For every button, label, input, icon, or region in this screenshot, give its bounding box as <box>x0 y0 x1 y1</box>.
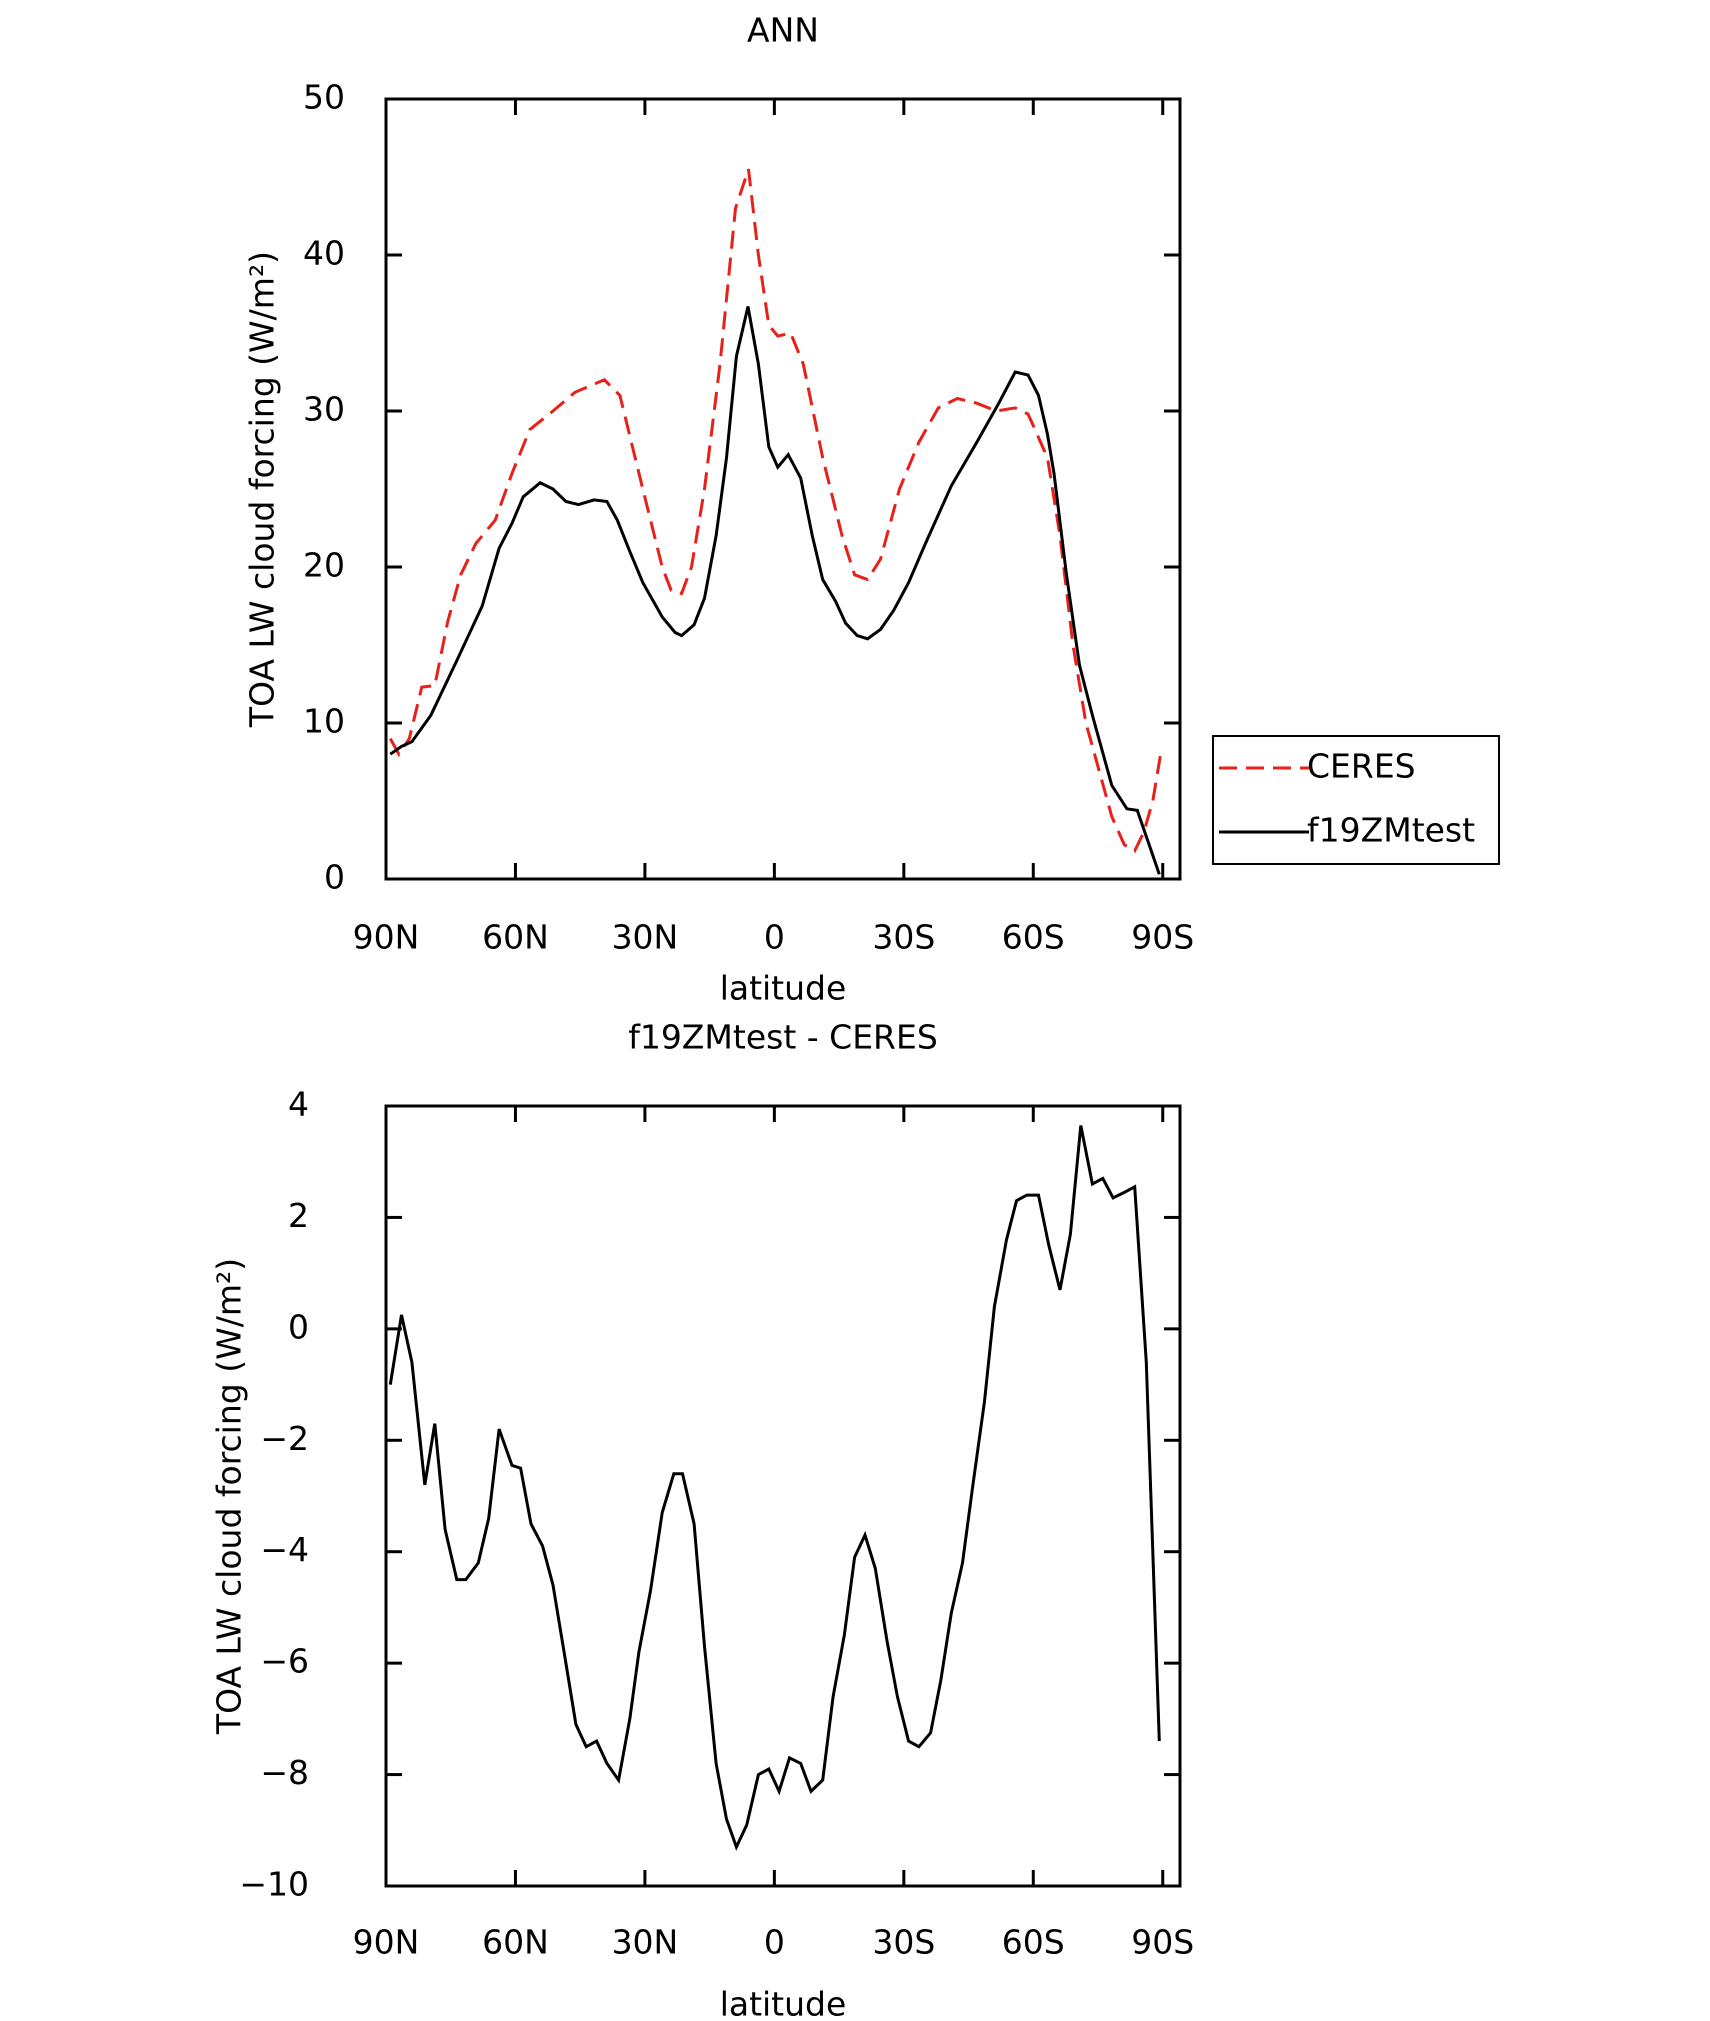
x-tick-label: 30N <box>612 918 679 957</box>
y-tick-label: 2 <box>288 1196 309 1235</box>
plot-frame <box>384 1104 1182 1888</box>
legend-label: f19ZMtest <box>1307 811 1475 850</box>
y-tick-label: 50 <box>303 78 345 117</box>
x-tick-label: 90S <box>1131 918 1194 957</box>
x-tick-label: 60N <box>482 918 549 957</box>
y-tick-label: 10 <box>303 702 345 741</box>
y-tick-label: −8 <box>260 1753 309 1792</box>
x-tick-label: 90N <box>353 918 420 957</box>
data-line <box>388 168 1163 854</box>
plot-frame <box>384 97 1182 881</box>
y-tick-label: 20 <box>303 546 345 585</box>
data-line <box>388 1125 1161 1851</box>
y-tick-label: −6 <box>260 1642 309 1681</box>
legend-box <box>1212 735 1500 865</box>
x-axis-label: latitude <box>720 969 847 1008</box>
x-tick-label: 90S <box>1131 1923 1194 1962</box>
chart-title: ANN <box>747 11 819 50</box>
y-tick-label: 0 <box>288 1307 309 1346</box>
chart-title: f19ZMtest - CERES <box>628 1018 938 1057</box>
y-tick-label: −4 <box>260 1530 309 1569</box>
x-tick-label: 30S <box>872 1923 935 1962</box>
x-tick-label: 60N <box>482 1923 549 1962</box>
y-axis-label: TOA LW cloud forcing (W/m²) <box>210 1258 249 1735</box>
x-tick-label: 0 <box>764 1923 785 1962</box>
y-tick-label: 30 <box>303 390 345 429</box>
x-tick-label: 30S <box>872 918 935 957</box>
y-tick-label: 0 <box>324 858 345 897</box>
y-tick-label: 40 <box>303 234 345 273</box>
x-tick-label: 60S <box>1002 1923 1065 1962</box>
y-tick-label: −2 <box>260 1419 309 1458</box>
data-line <box>389 306 1161 875</box>
y-axis-label: TOA LW cloud forcing (W/m²) <box>243 251 282 728</box>
x-tick-label: 30N <box>612 1923 679 1962</box>
x-tick-label: 0 <box>764 918 785 957</box>
x-axis-label: latitude <box>720 1985 847 2021</box>
y-tick-label: 4 <box>288 1085 309 1124</box>
x-tick-label: 90N <box>353 1923 420 1962</box>
x-tick-label: 60S <box>1002 918 1065 957</box>
legend-label: CERES <box>1307 747 1416 786</box>
y-tick-label: −10 <box>239 1865 309 1904</box>
